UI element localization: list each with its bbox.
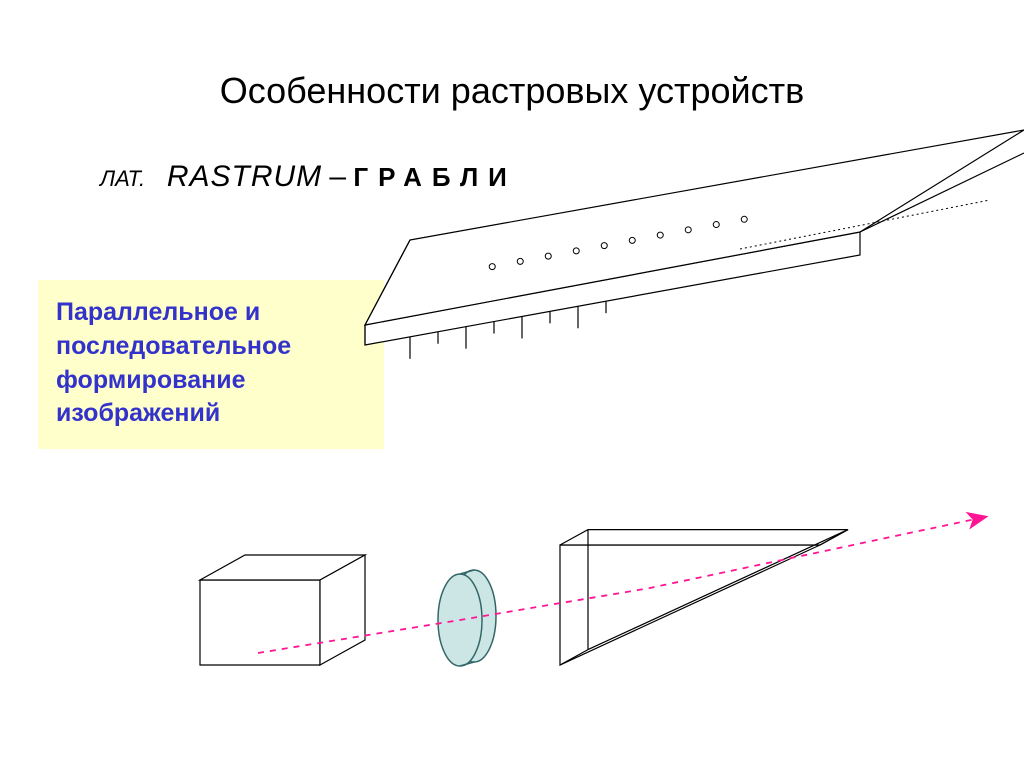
diagram: [0, 0, 1024, 768]
